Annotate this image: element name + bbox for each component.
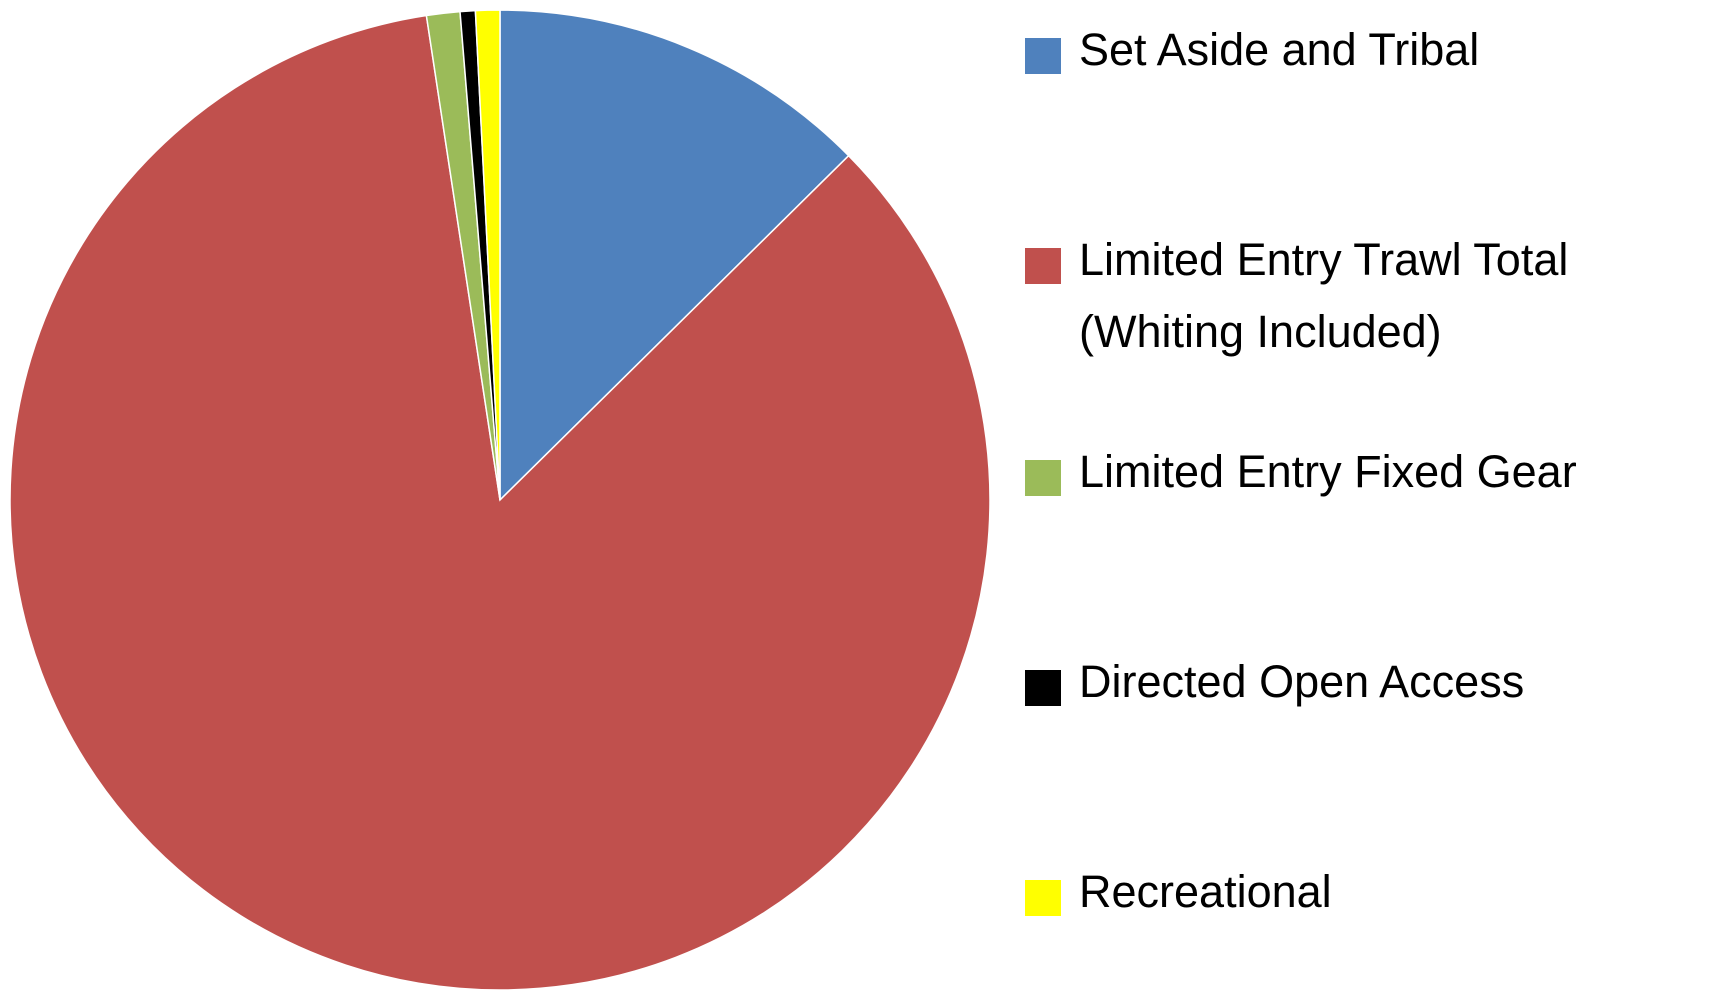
pie-slice bbox=[474, 9, 501, 501]
legend-swatch bbox=[1025, 248, 1061, 284]
legend-label: Set Aside and Tribal bbox=[1079, 24, 1480, 75]
legend-swatch bbox=[1025, 670, 1061, 706]
legend-swatch bbox=[1025, 460, 1061, 496]
legend-swatch bbox=[1025, 880, 1061, 916]
chart bbox=[9, 9, 991, 991]
legend-item: Limited Entry Trawl Total (Whiting Inclu… bbox=[1025, 234, 1715, 368]
legend-label: Directed Open Access bbox=[1079, 656, 1525, 707]
legend-item: Recreational bbox=[1025, 866, 1715, 928]
legend-label: Recreational bbox=[1079, 866, 1332, 917]
pie-slice bbox=[499, 9, 850, 502]
pie-slice bbox=[9, 14, 991, 991]
legend-item: Directed Open Access bbox=[1025, 656, 1715, 718]
legend-item: Set Aside and Tribal bbox=[1025, 24, 1715, 86]
legend-label: Limited Entry Fixed Gear bbox=[1079, 446, 1577, 497]
legend-label: Limited Entry Trawl Total (Whiting Inclu… bbox=[1079, 234, 1569, 357]
legend-swatch bbox=[1025, 38, 1061, 74]
legend-item: Limited Entry Fixed Gear bbox=[1025, 446, 1715, 508]
